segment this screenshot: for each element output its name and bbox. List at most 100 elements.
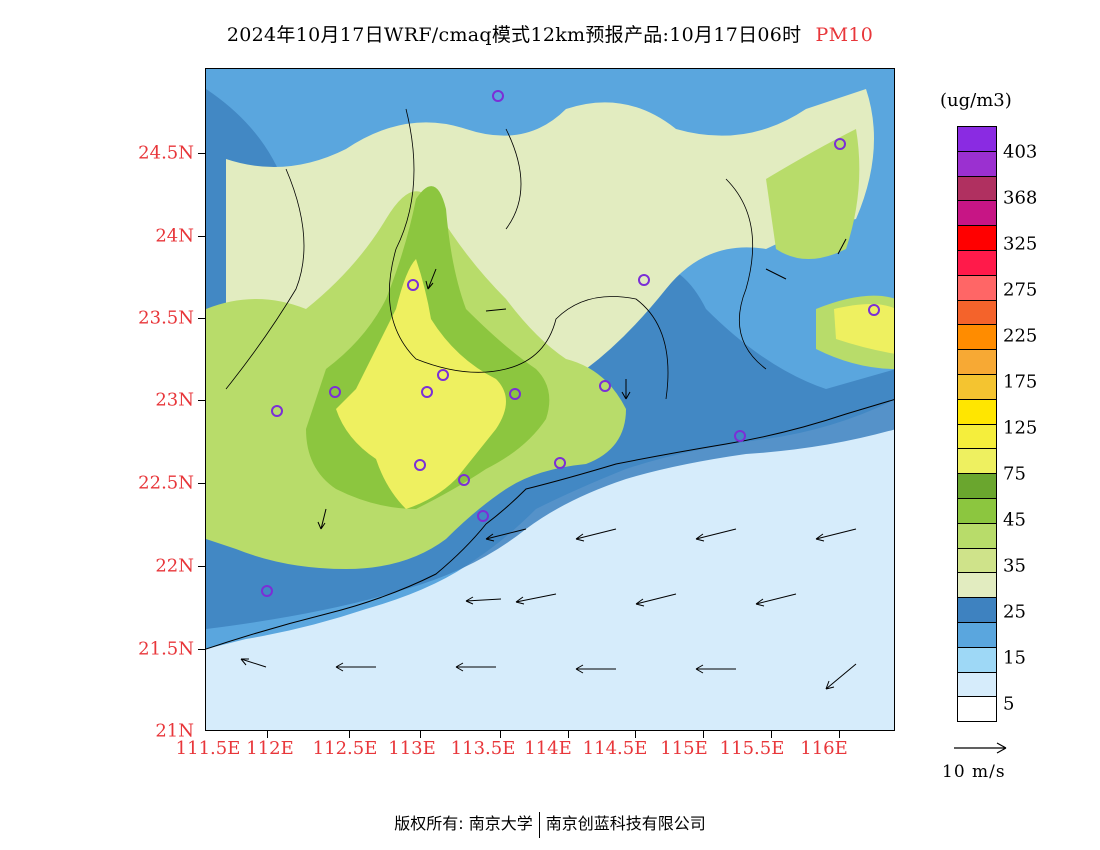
colorbar-unit: (ug/m3) — [940, 90, 1012, 111]
colorbar-swatch — [958, 449, 996, 475]
colorbar-label: 225 — [1003, 325, 1038, 347]
station-marker — [421, 386, 433, 398]
lon-label: 111.5E — [175, 738, 241, 759]
wind-arrow — [755, 593, 797, 607]
station-marker — [834, 138, 846, 150]
lon-label: 116E — [800, 738, 848, 759]
colorbar-swatch — [958, 697, 996, 722]
wind-arrow — [240, 658, 267, 668]
copyright-footer: 版权所有: 南京大学 南京创蓝科技有限公司 — [0, 810, 1100, 838]
land-zone-75 — [336, 259, 506, 509]
lon-tick — [703, 731, 704, 738]
lat-label: 24.5N — [138, 142, 194, 164]
footer-right: 南京创蓝科技有限公司 — [545, 814, 706, 833]
station-marker — [554, 457, 566, 469]
lat-tick — [198, 153, 205, 154]
wind-arrow — [485, 308, 507, 312]
colorbar-swatch — [958, 573, 996, 599]
wind-arrow — [515, 593, 557, 605]
lon-label: 112.5E — [312, 738, 378, 759]
station-marker — [477, 510, 489, 522]
wind-arrow — [575, 528, 617, 542]
colorbar-swatch — [958, 672, 996, 698]
lat-tick — [198, 236, 205, 237]
colorbar-swatch — [958, 350, 996, 375]
lat-label: 23.5N — [138, 307, 194, 329]
colorbar-swatch — [958, 250, 996, 276]
lon-label: 112E — [246, 738, 294, 759]
footer-left: 版权所有: 南京大学 — [394, 814, 533, 833]
wind-reference-arrow — [954, 742, 1007, 754]
wind-arrow — [485, 528, 527, 542]
wind-arrow — [837, 238, 847, 255]
lon-label: 115.5E — [719, 738, 785, 759]
lat-label: 21N — [155, 720, 194, 742]
province-border — [225, 108, 767, 400]
title-main: 2024年10月17日WRF/cmaq模式12km预报产品:10月17日06时 — [226, 24, 802, 46]
colorbar-label: 45 — [1003, 509, 1026, 531]
colorbar-swatch — [958, 151, 996, 177]
station-marker — [407, 279, 419, 291]
lat-label: 22.5N — [138, 472, 194, 494]
colorbar-label: 368 — [1003, 187, 1038, 209]
wind-arrow — [621, 379, 631, 400]
colorbar-swatch — [958, 176, 996, 202]
wind-vectors — [240, 238, 857, 690]
map-canvas — [206, 69, 894, 730]
lat-tick — [198, 400, 205, 401]
station-marker — [329, 386, 341, 398]
lat-label: 21.5N — [138, 638, 194, 660]
colorbar-swatch — [958, 374, 996, 400]
colorbar-swatch — [958, 598, 996, 623]
lat-tick — [198, 649, 205, 650]
pm10-forecast-map — [205, 68, 895, 731]
colorbar-swatch — [958, 300, 996, 326]
colorbar-label: 15 — [1003, 647, 1026, 669]
station-marker — [868, 304, 880, 316]
colorbar-label: 325 — [1003, 233, 1038, 255]
footer-separator — [538, 811, 540, 838]
colorbar-swatch — [958, 647, 996, 673]
wind-arrow — [825, 663, 857, 690]
colorbar-swatch — [958, 523, 996, 549]
colorbar-label: 403 — [1003, 141, 1038, 163]
colorbar-label: 175 — [1003, 371, 1038, 393]
station-marker — [599, 380, 611, 392]
colorbar-swatch — [958, 424, 996, 450]
lat-tick — [198, 483, 205, 484]
colorbar-swatch — [958, 226, 996, 251]
lon-tick — [500, 731, 501, 738]
station-marker — [492, 90, 504, 102]
lon-tick — [771, 731, 772, 738]
land-zone-35-east — [766, 129, 860, 259]
wind-arrow — [765, 268, 787, 280]
colorbar-label: 275 — [1003, 279, 1038, 301]
colorbar-swatch — [958, 498, 996, 524]
lon-tick — [420, 731, 421, 738]
coastline — [206, 399, 894, 650]
wind-arrow — [815, 528, 857, 542]
lon-label: 113.5E — [450, 738, 516, 759]
lon-label: 113E — [388, 738, 436, 759]
station-marker — [437, 369, 449, 381]
colorbar — [957, 126, 997, 722]
wind-arrow — [317, 508, 327, 530]
lon-label: 114.5E — [582, 738, 648, 759]
lon-tick — [839, 731, 840, 738]
lat-label: 22N — [155, 555, 194, 577]
lon-tick — [267, 731, 268, 738]
wind-arrow — [465, 596, 502, 605]
station-marker — [271, 405, 283, 417]
colorbar-label: 25 — [1003, 601, 1026, 623]
lat-label: 24N — [155, 225, 194, 247]
station-markers — [261, 90, 880, 597]
station-marker — [261, 585, 273, 597]
wind-arrow — [425, 268, 437, 290]
station-marker — [734, 430, 746, 442]
lon-tick — [349, 731, 350, 738]
station-marker — [638, 274, 650, 286]
title-pollutant: PM10 — [815, 24, 874, 46]
colorbar-swatch — [958, 201, 996, 227]
lat-label: 23N — [155, 389, 194, 411]
station-marker — [458, 474, 470, 486]
